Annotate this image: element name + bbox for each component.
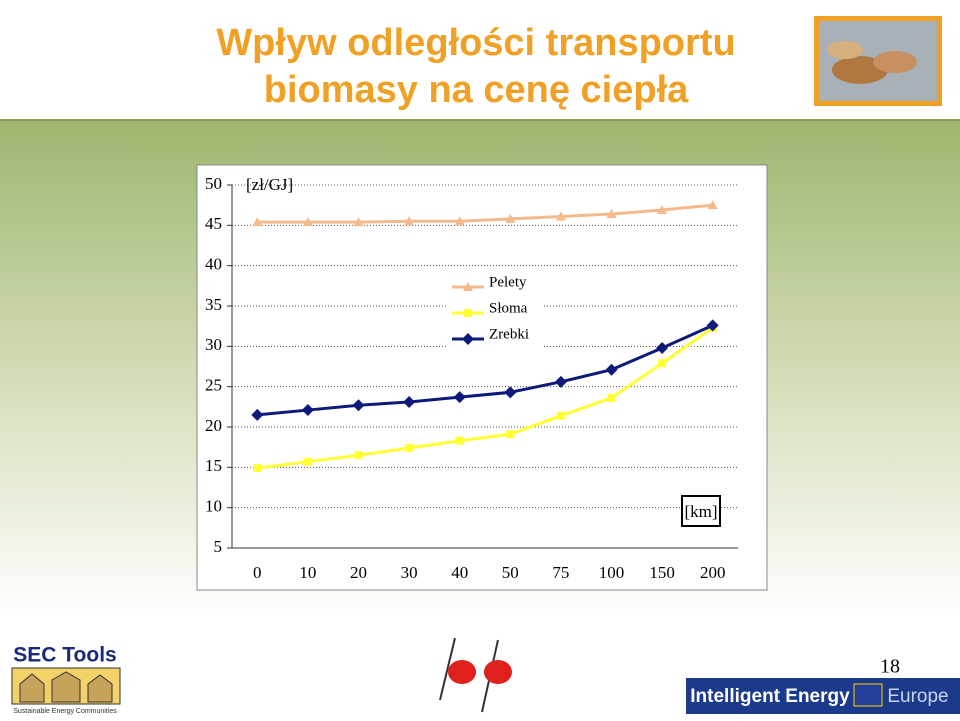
x-tick-label: 75 bbox=[552, 563, 569, 582]
marker bbox=[253, 464, 262, 473]
marker bbox=[353, 217, 364, 227]
banner-text: Europe bbox=[887, 686, 948, 707]
marker bbox=[607, 393, 616, 402]
sec-tools-logo: SEC Tools Sustainable Energy Communities bbox=[11, 644, 121, 715]
marker bbox=[352, 399, 365, 412]
y-tick-label: 50 bbox=[205, 174, 222, 193]
marker bbox=[656, 341, 669, 354]
marker bbox=[504, 386, 517, 399]
marker bbox=[251, 408, 264, 421]
coins-photo bbox=[814, 16, 942, 106]
marker bbox=[706, 319, 719, 332]
marker bbox=[554, 375, 567, 388]
marker bbox=[657, 205, 668, 215]
marker bbox=[302, 217, 313, 227]
x-tick-label: 40 bbox=[451, 563, 468, 582]
y-tick-label: 10 bbox=[205, 497, 222, 516]
marker bbox=[403, 395, 416, 408]
marker bbox=[455, 436, 464, 445]
legend-label: Pelety bbox=[489, 274, 527, 290]
y-tick-label: 15 bbox=[205, 456, 222, 475]
marker bbox=[453, 391, 466, 404]
logo-text: SEC Tools bbox=[13, 644, 116, 667]
series-line bbox=[257, 326, 714, 470]
x-tick-label: 10 bbox=[299, 563, 316, 582]
x-label-box bbox=[681, 495, 721, 527]
marker bbox=[658, 359, 667, 368]
marker bbox=[252, 217, 263, 227]
y-tick-label: 40 bbox=[205, 255, 222, 274]
marker bbox=[606, 209, 617, 219]
marker bbox=[556, 411, 565, 420]
legend-box bbox=[446, 268, 542, 348]
marker bbox=[354, 451, 363, 460]
marker bbox=[454, 216, 465, 226]
y-tick-label: 20 bbox=[205, 416, 222, 435]
y-axis-label: [zł/GJ] bbox=[246, 175, 293, 194]
marker bbox=[303, 457, 312, 466]
title: Wpływ odległości transportu bbox=[216, 22, 735, 64]
marker bbox=[707, 200, 718, 210]
series-line bbox=[257, 323, 714, 417]
marker bbox=[506, 430, 515, 439]
y-tick-label: 25 bbox=[205, 376, 222, 395]
marker bbox=[555, 211, 566, 221]
logo-caption: Sustainable Energy Communities bbox=[13, 708, 117, 715]
x-tick-label: 30 bbox=[401, 563, 418, 582]
marker bbox=[605, 363, 618, 376]
x-tick-label: 150 bbox=[649, 563, 675, 582]
y-tick-label: 5 bbox=[214, 537, 223, 556]
page-number: 18 bbox=[880, 656, 900, 678]
chart: 5 10 15 20 25 30 35 40 45 50 [zł/GJ] [km] 0 10 20 30 40 5… bbox=[196, 164, 768, 591]
y-tick-label: 45 bbox=[205, 214, 222, 233]
legend-label: Słoma bbox=[489, 300, 528, 316]
x-tick-label: 20 bbox=[350, 563, 367, 582]
y-tick-label: 35 bbox=[205, 295, 222, 314]
marker bbox=[404, 216, 415, 226]
iee-banner: Intelligent Energy Europe bbox=[686, 678, 960, 714]
legend-marker bbox=[464, 309, 472, 317]
series-line bbox=[257, 203, 713, 224]
legend: Pelety Słoma Zrebki bbox=[446, 268, 542, 348]
legend-marker bbox=[463, 282, 473, 291]
marker bbox=[301, 404, 314, 417]
legend-label: Zrebki bbox=[489, 326, 529, 342]
bpe-logo bbox=[439, 637, 512, 713]
banner-text: Intelligent Energy bbox=[690, 686, 850, 707]
title: biomasy na cenę ciepła bbox=[264, 69, 689, 111]
x-tick-label: 0 bbox=[253, 563, 262, 582]
legend-marker bbox=[462, 333, 474, 345]
x-tick-label: 200 bbox=[700, 563, 726, 582]
x-axis-label: [km] bbox=[684, 502, 717, 521]
marker bbox=[505, 213, 516, 223]
y-tick-label: 30 bbox=[205, 335, 222, 354]
chart-frame bbox=[196, 164, 768, 591]
x-tick-label: 50 bbox=[502, 563, 519, 582]
x-tick-label: 100 bbox=[599, 563, 625, 582]
marker bbox=[405, 443, 414, 452]
